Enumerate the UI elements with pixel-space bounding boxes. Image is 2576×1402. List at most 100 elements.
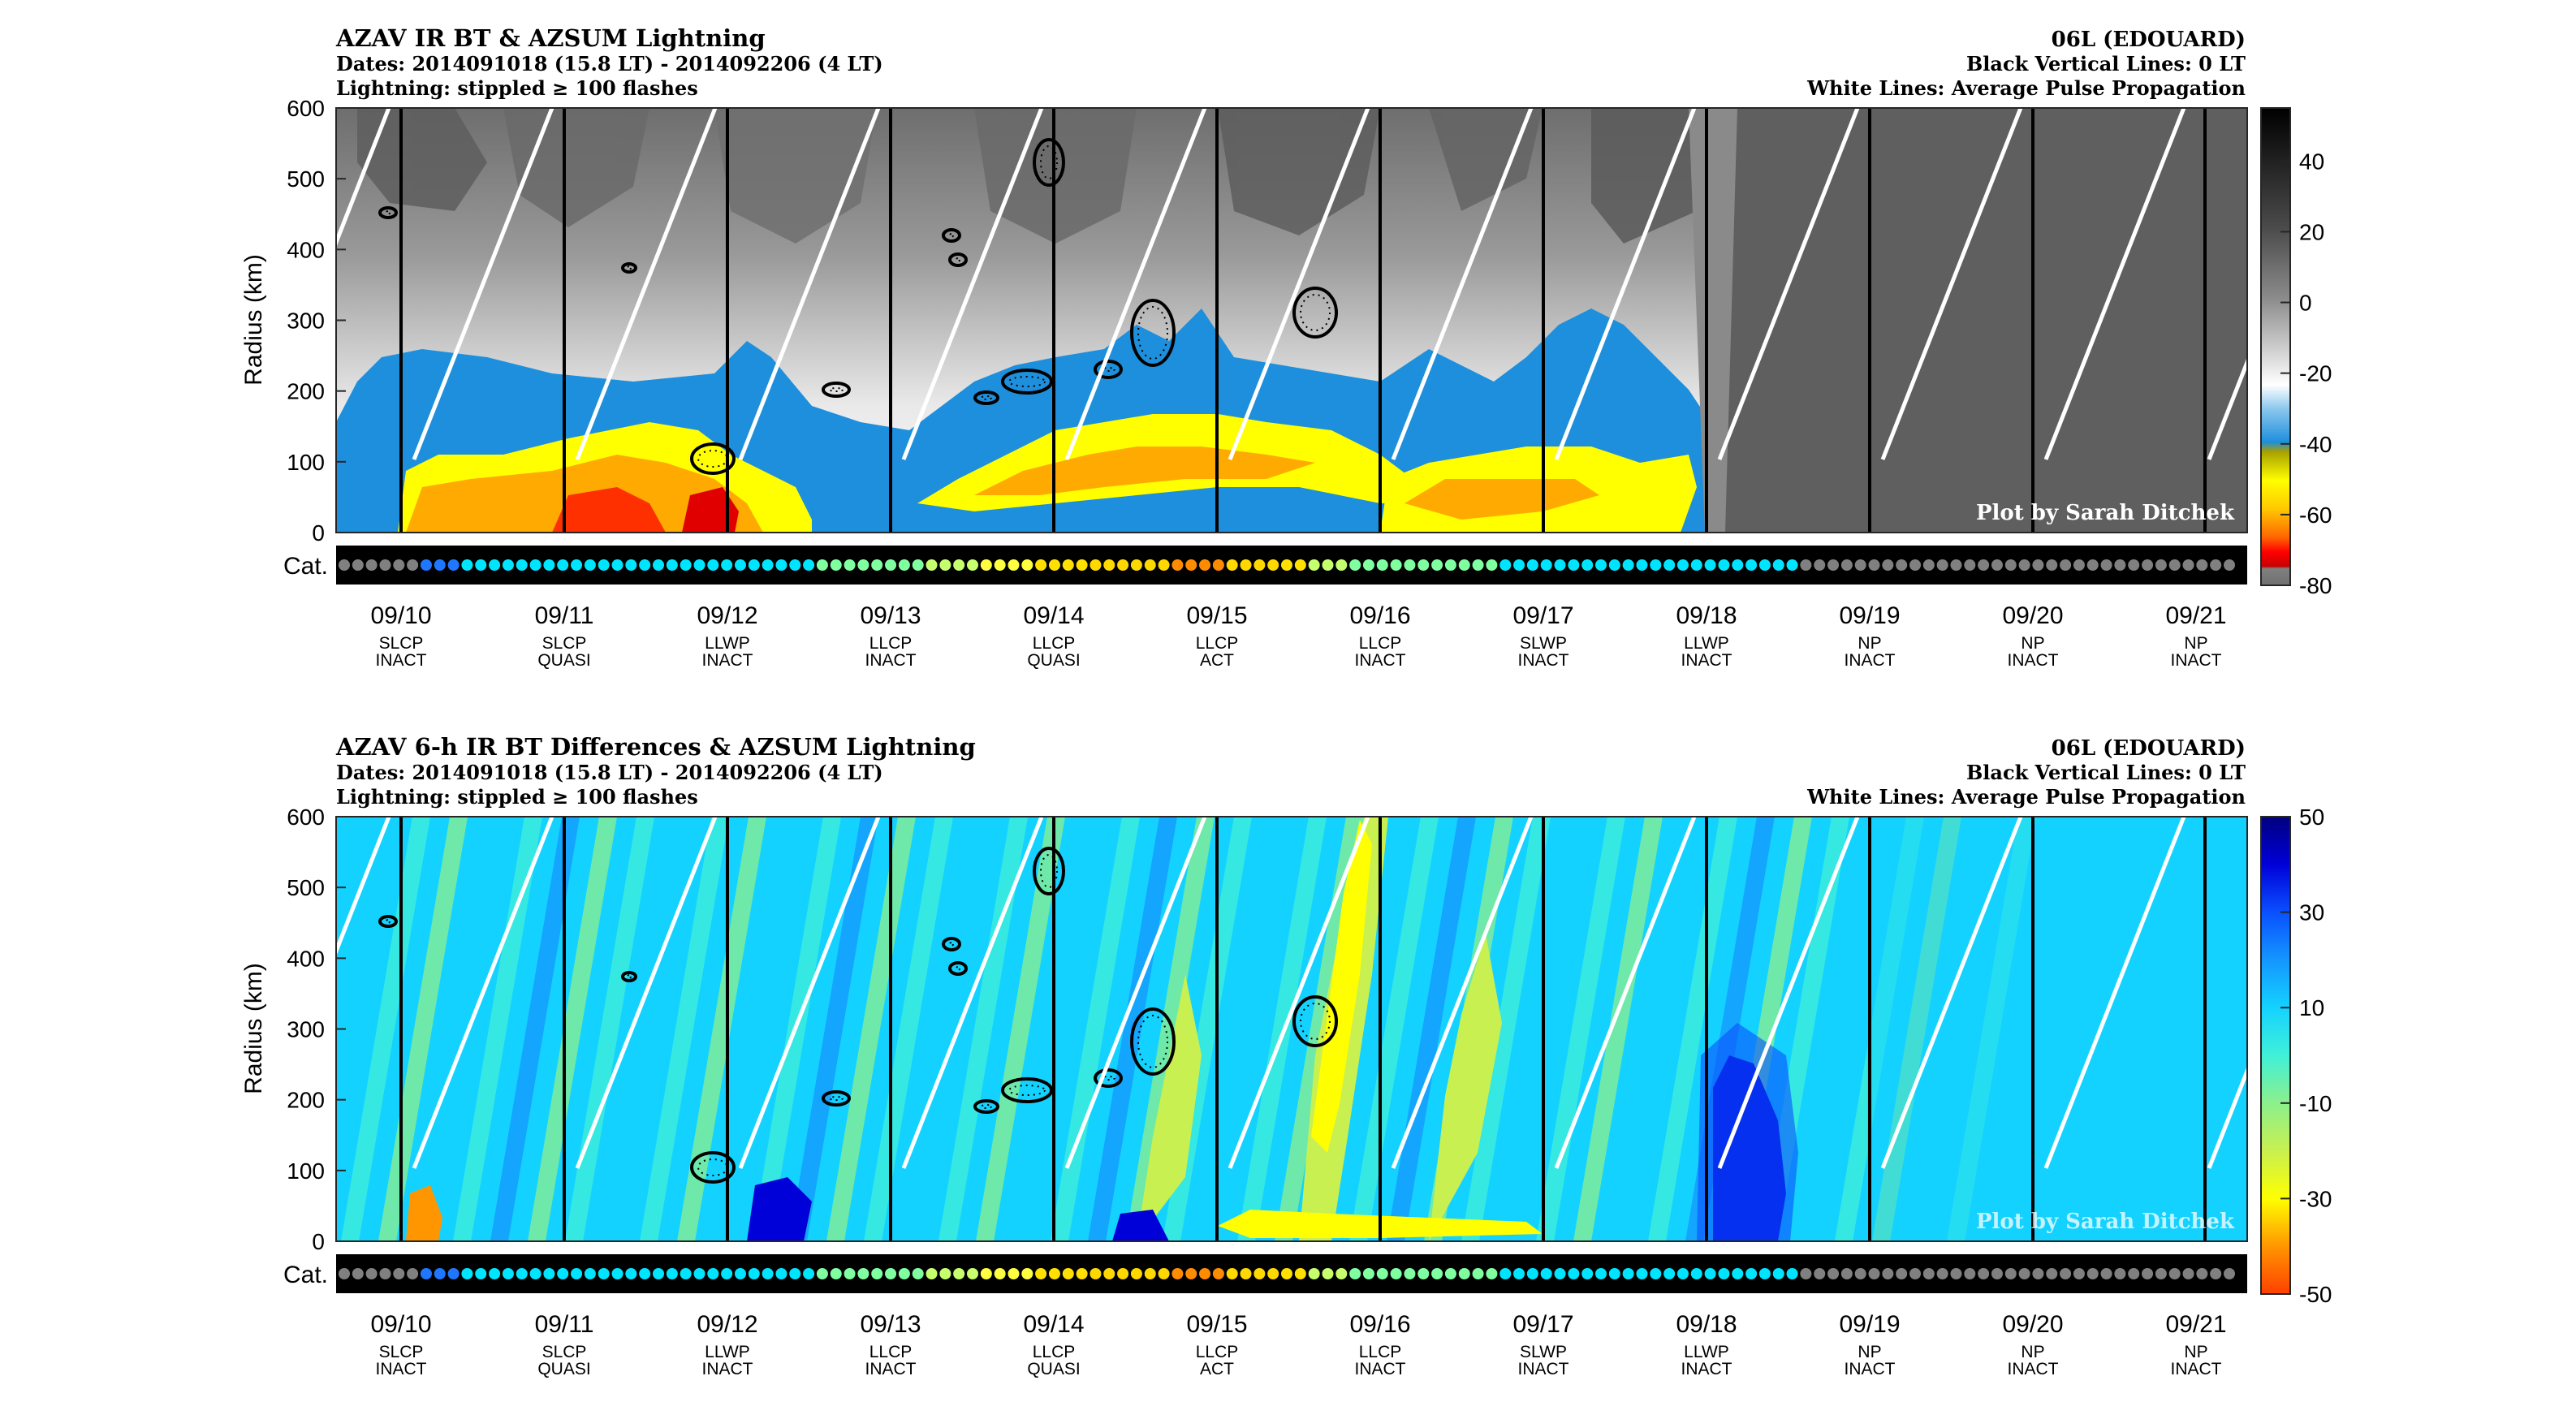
colorbar-tick-label: 10: [2299, 995, 2324, 1020]
cat-label-1: Cat.: [283, 553, 328, 580]
cat-dot: [1376, 559, 1388, 571]
cat-dot: [898, 559, 910, 571]
cat-dot: [707, 559, 719, 571]
pulse-line: [2043, 817, 2186, 1169]
cat-dot: [1349, 559, 1361, 571]
lightning-stipple: [1008, 1085, 1046, 1096]
cat-dot: [830, 559, 842, 571]
cat-dot: [1062, 559, 1074, 571]
y-tick-label: 600: [287, 805, 325, 830]
cat-dot: [1253, 559, 1266, 571]
pulse-line: [738, 817, 881, 1169]
lightning-contour: [942, 228, 961, 243]
panel-2-black-lines-note: Black Vertical Lines: 0 LT: [1966, 761, 2246, 784]
cat-dot: [1690, 559, 1702, 571]
lightning-contour: [690, 1151, 736, 1184]
cat-dot: [1458, 1268, 1470, 1279]
lightning-contour: [948, 252, 968, 267]
diff-band: [1573, 817, 1663, 1241]
cat-dot: [1308, 559, 1320, 571]
x-tick-date: 09/21: [2165, 602, 2226, 629]
panel-2-y-axis: 0 100 200 300 400 500 600: [287, 805, 346, 1254]
cat-dot: [1854, 1268, 1866, 1279]
x-tick-state: INACT: [865, 651, 917, 670]
cat-dot: [1581, 559, 1594, 571]
cat-dot: [2224, 1268, 2235, 1279]
cat-dot: [653, 1268, 664, 1279]
panel-1-y-axis: 0 100 200 300 400 500 600: [287, 96, 346, 546]
cat-dot: [2168, 1268, 2181, 1279]
diff-cold-core: [747, 1177, 812, 1241]
lightning-contour: [621, 262, 637, 274]
cat-dot: [680, 559, 692, 571]
cat-dot: [365, 1268, 378, 1279]
cat-dot: [1745, 559, 1758, 571]
cat-dot: [1732, 1268, 1744, 1279]
cat-dot: [516, 1268, 528, 1279]
x-tick-state: QUASI: [1027, 1360, 1080, 1378]
pulse-line: [1554, 817, 1697, 1169]
panel-1-dates: Dates: 2014091018 (15.8 LT) - 2014092206…: [336, 52, 883, 75]
cat-dot: [1486, 559, 1498, 571]
colorbar-tick-label: -30: [2299, 1186, 2332, 1211]
diff-band: [901, 817, 990, 1241]
cat-dot: [1021, 1268, 1033, 1279]
cat-dot: [775, 1268, 787, 1279]
cat-dot: [1103, 559, 1115, 571]
cat-dot: [953, 559, 965, 571]
x-tick-pattern: LLCP: [1359, 634, 1402, 653]
cat-dot: [1540, 1268, 1552, 1279]
convective-core-orange: [1405, 479, 1599, 520]
diff-band: [1461, 817, 1551, 1241]
diff-band: [1125, 817, 1215, 1241]
diff-band: [1200, 817, 1289, 1241]
diff-band: [976, 817, 1065, 1241]
colorbar-tick-label: 40: [2299, 149, 2324, 174]
cat-dot: [611, 559, 624, 571]
x-tick-date: 09/11: [535, 602, 594, 629]
cat-dot: [475, 1268, 487, 1279]
x-tick-state: ACT: [1200, 651, 1234, 670]
zero-lt-lines-1: [399, 108, 2207, 533]
cat-dot: [1199, 1268, 1211, 1279]
x-tick-state: INACT: [376, 651, 427, 670]
cat-dot: [1281, 1268, 1292, 1279]
cat-dot: [1704, 559, 1716, 571]
cat-dot: [734, 1268, 746, 1279]
cat-dot: [393, 1268, 405, 1279]
panel-2-x-axis: 09/10SLCPINACT09/11SLCPQUASI09/12LLWPINA…: [370, 1311, 2226, 1378]
diff-band: [677, 817, 766, 1241]
pulse-line: [1880, 108, 2023, 460]
x-tick-pattern: LLWP: [1684, 634, 1729, 653]
x-tick-pattern: NP: [1858, 1343, 1881, 1361]
diff-band: [1611, 817, 1700, 1241]
cat-dot: [1622, 1268, 1634, 1279]
cat-dot: [339, 559, 350, 571]
pulse-propagation-lines-1: [336, 108, 2247, 460]
lightning-stipple: [981, 395, 992, 400]
pulse-line: [901, 817, 1044, 1169]
cat-dot: [1854, 559, 1866, 571]
cat-dot: [1185, 559, 1197, 571]
cat-dot: [625, 1268, 637, 1279]
lightning-stipple: [1101, 1076, 1115, 1081]
cat-dot: [844, 559, 856, 571]
x-tick-state: QUASI: [1027, 651, 1080, 670]
cat-dot: [1909, 559, 1921, 571]
cat-dot: [1117, 1268, 1129, 1279]
cat-dot: [1417, 1268, 1430, 1279]
lightning-stipple: [949, 942, 954, 947]
cat-dot: [1526, 1268, 1538, 1279]
panel-2-plot-area: Plot by Sarah Ditchek: [336, 817, 2247, 1241]
x-tick-state: ACT: [1200, 1360, 1234, 1378]
cat-dot: [529, 559, 542, 571]
cat-dot: [447, 1268, 460, 1279]
cat-dot: [1718, 559, 1730, 571]
cat-dot: [2060, 1268, 2072, 1279]
cat-dot: [543, 1268, 555, 1279]
x-tick-state: QUASI: [537, 1360, 590, 1378]
cat-dot: [871, 559, 883, 571]
lightning-contour: [378, 915, 398, 928]
diff-warm-core: [406, 1185, 442, 1241]
cat-dot: [1800, 559, 1812, 571]
